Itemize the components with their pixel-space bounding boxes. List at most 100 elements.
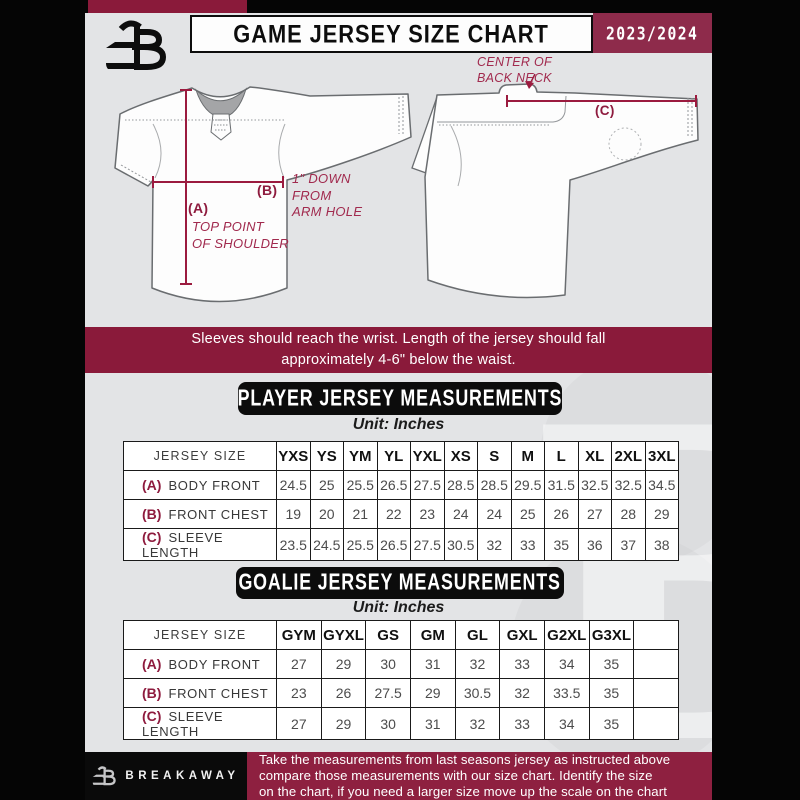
measurement-value: 29 xyxy=(644,499,679,529)
measurement-value: 28 xyxy=(611,499,646,529)
row-label: FRONT CHEST xyxy=(168,686,269,701)
measurement-value: 33 xyxy=(499,649,545,679)
size-column-header: L xyxy=(544,441,579,471)
measurement-row-label: (B) FRONT CHEST xyxy=(123,499,277,529)
measurement-value xyxy=(633,649,679,679)
measurement-value: 26.5 xyxy=(376,528,411,561)
table-header-row: JERSEY SIZE YXS YS YM YL YXL XS S M L XL 2XL 3XL xyxy=(123,441,679,471)
row-label: FRONT CHEST xyxy=(168,507,269,522)
goalie-size-table: JERSEY SIZE GYM GYXL GS GM GL GXL G2XL G3XL (A) BO… xyxy=(123,620,679,740)
table-row: (B) FRONT CHEST 19 20 21 22 23 24 24 25 26 27 28 29 xyxy=(123,499,679,529)
measurement-label-a: (A) xyxy=(188,200,209,216)
measurement-value: 28.5 xyxy=(477,470,512,500)
measurement-value: 33 xyxy=(510,528,545,561)
measurement-value: 27.5 xyxy=(365,678,411,708)
measurement-value: 27.5 xyxy=(410,470,445,500)
size-column-header: XS xyxy=(443,441,478,471)
measurement-value: 21 xyxy=(343,499,378,529)
measurement-value: 34 xyxy=(543,707,590,740)
player-size-table: JERSEY SIZE YXS YS YM YL YXL XS S M L XL 2XL 3XL (A) B… xyxy=(123,441,679,561)
size-column-header: YM xyxy=(343,441,378,471)
measurement-value: 31 xyxy=(409,649,456,679)
measurement-value: 36 xyxy=(577,528,612,561)
footer-note-text: Take the measurements from last seasons … xyxy=(259,751,671,800)
footer-note-box: Take the measurements from last seasons … xyxy=(247,752,712,800)
season-text: 2023/2024 xyxy=(606,22,699,44)
page-title: GAME JERSEY SIZE CHART xyxy=(233,19,550,48)
measurement-row-label: (C) SLEEVE LENGTH xyxy=(123,528,277,561)
measurement-value: 22 xyxy=(376,499,411,529)
goalie-unit-label: Unit: Inches xyxy=(352,599,445,616)
footer-brand-text: BREAKAWAY xyxy=(125,770,240,782)
page-title-box: GAME JERSEY SIZE CHART xyxy=(190,15,593,53)
measurement-value: 26.5 xyxy=(376,470,411,500)
size-column-header: GYM xyxy=(276,620,322,650)
measurement-lines xyxy=(152,73,697,285)
measurement-value: 29 xyxy=(320,649,367,679)
measurement-label-c: (C) xyxy=(595,103,615,118)
row-key: (C) xyxy=(142,708,162,725)
front-jersey-drawing xyxy=(114,86,412,303)
goalie-size-table-wrap: JERSEY SIZE GYM GYXL GS GM GL GXL G2XL G3XL (A) BO… xyxy=(123,620,679,740)
size-column-header: YXL xyxy=(410,441,445,471)
row-label: SLEEVE LENGTH xyxy=(142,530,224,560)
measurement-value: 26 xyxy=(544,499,579,529)
measurement-value xyxy=(633,707,679,740)
measurement-value: 25 xyxy=(510,499,545,529)
measurement-value: 33.5 xyxy=(543,678,590,708)
row-key: (B) xyxy=(142,506,162,522)
measurement-value: 30 xyxy=(365,649,411,679)
measurement-value: 27.5 xyxy=(410,528,445,561)
player-size-table-wrap: JERSEY SIZE YXS YS YM YL YXL XS S M L XL 2XL 3XL (A) B… xyxy=(123,441,679,561)
measurement-value: 23.5 xyxy=(276,528,311,561)
back-jersey-drawing xyxy=(411,83,699,299)
size-column-header: YL xyxy=(376,441,411,471)
notice-banner: Sleeves should reach the wrist. Length o… xyxy=(85,327,712,373)
measurement-value: 30 xyxy=(365,707,411,740)
measurement-value: 29.5 xyxy=(510,470,545,500)
measurement-value: 23 xyxy=(276,678,322,708)
measurement-value: 32 xyxy=(477,528,512,561)
row-key: (C) xyxy=(142,529,162,546)
measurement-row-label: (A) BODY FRONT xyxy=(123,649,277,679)
measurement-value: 24 xyxy=(477,499,512,529)
measurement-value: 33 xyxy=(499,707,545,740)
size-column-header: M xyxy=(510,441,545,471)
measurement-value: 30.5 xyxy=(454,678,501,708)
measurement-value: 34 xyxy=(543,649,590,679)
size-column-header: G3XL xyxy=(588,620,635,650)
measurement-value: 32.5 xyxy=(611,470,646,500)
measurement-value: 32 xyxy=(454,707,501,740)
size-column-header: YS xyxy=(309,441,344,471)
measurement-value: 24.5 xyxy=(309,528,344,561)
neck-arrowhead xyxy=(525,81,534,89)
size-column-header: GL xyxy=(454,620,501,650)
breakaway-logo-icon xyxy=(106,20,167,70)
size-column-header: YXS xyxy=(276,441,311,471)
measurement-desc-a: TOP POINT OF SHOULDER xyxy=(192,219,289,251)
size-column-header: 2XL xyxy=(611,441,646,471)
table-header-row: JERSEY SIZE GYM GYXL GS GM GL GXL G2XL G3XL xyxy=(123,620,679,650)
season-badge: 2023/2024 xyxy=(593,13,712,53)
measurement-value: 35 xyxy=(544,528,579,561)
player-section-title: PLAYER JERSEY MEASUREMENTS xyxy=(238,382,562,415)
size-label-header: JERSEY SIZE xyxy=(123,620,277,650)
row-label: SLEEVE LENGTH xyxy=(142,709,224,739)
measurement-row-label: (A) BODY FRONT xyxy=(123,470,277,500)
measurement-row-label: (C) SLEEVE LENGTH xyxy=(123,707,277,740)
measurement-value: 35 xyxy=(588,707,635,740)
measurement-value: 30.5 xyxy=(443,528,478,561)
size-column-header: GS xyxy=(365,620,411,650)
measurement-value: 37 xyxy=(611,528,646,561)
size-label-header: JERSEY SIZE xyxy=(123,441,277,471)
row-key: (B) xyxy=(142,685,162,701)
size-column-header: GM xyxy=(409,620,456,650)
measurement-value: 29 xyxy=(409,678,456,708)
row-key: (A) xyxy=(142,477,162,493)
table-row: (A) BODY FRONT 24.5 25 25.5 26.5 27.5 28.5 28.5 2… xyxy=(123,470,679,500)
measurement-value: 26 xyxy=(320,678,367,708)
measurement-desc-c: CENTER OF BACK NECK xyxy=(477,55,552,85)
measurement-value: 19 xyxy=(276,499,311,529)
row-label: BODY FRONT xyxy=(168,478,261,493)
size-column-header: GYXL xyxy=(320,620,367,650)
